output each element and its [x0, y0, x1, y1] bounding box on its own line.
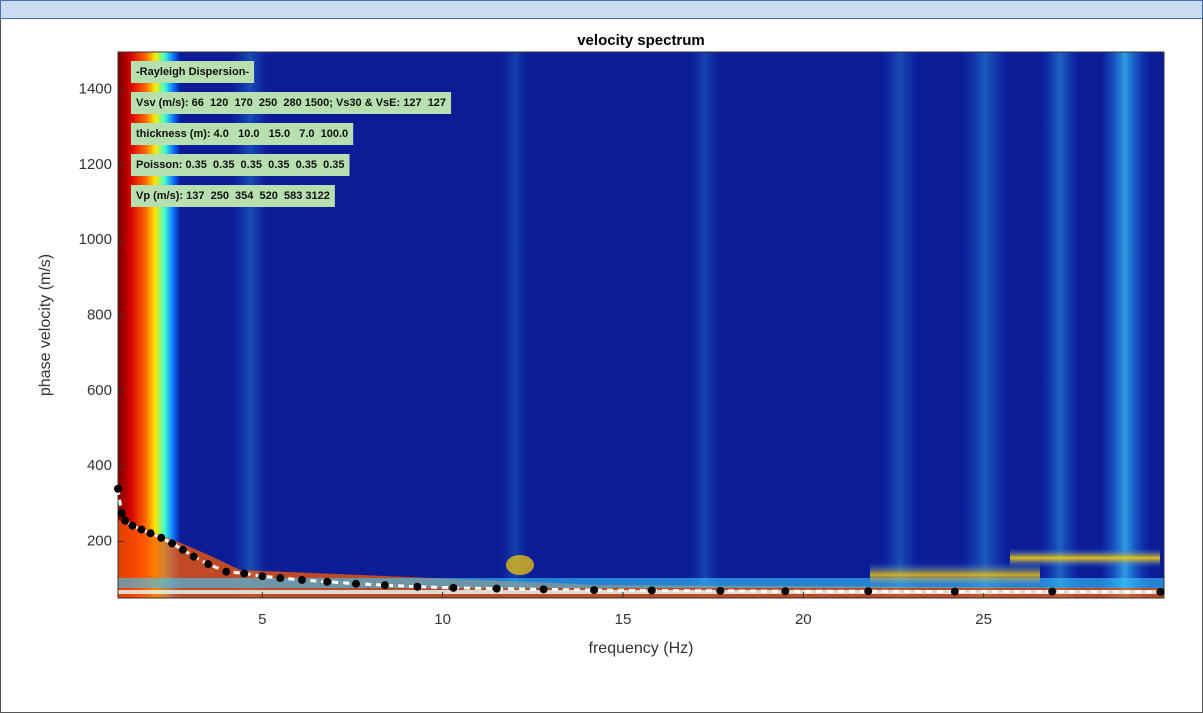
- annotation: Vp (m/s): 137 250 354 520 583 3122: [136, 190, 330, 202]
- annotation: Vsv (m/s): 66 120 170 250 280 1500; Vs30…: [136, 97, 446, 109]
- x-tick-label: 5: [258, 611, 266, 628]
- data-point: [864, 587, 873, 596]
- y-tick-label: 400: [87, 457, 112, 474]
- data-point: [137, 525, 146, 534]
- annotation: -Rayleigh Dispersion-: [136, 66, 249, 78]
- y-tick-label: 800: [87, 307, 112, 324]
- y-tick-label: 600: [87, 382, 112, 399]
- data-point: [1048, 587, 1057, 596]
- annotation: Poisson: 0.35 0.35 0.35 0.35 0.35 0.35: [136, 159, 345, 171]
- x-tick-label: 25: [975, 611, 992, 628]
- data-point: [449, 583, 458, 592]
- data-point: [716, 586, 725, 595]
- data-point: [146, 529, 155, 538]
- data-point: [168, 539, 177, 548]
- data-point: [240, 569, 249, 578]
- data-point: [352, 579, 361, 588]
- data-point: [204, 560, 213, 569]
- data-point: [117, 509, 126, 518]
- data-point: [492, 584, 501, 593]
- data-point: [178, 545, 187, 554]
- data-point: [380, 581, 389, 590]
- annotation-box: [131, 92, 452, 114]
- data-point: [157, 533, 166, 542]
- annotation: thickness (m): 4.0 10.0 15.0 7.0 100.0: [136, 128, 348, 140]
- data-point: [413, 582, 422, 591]
- data-point: [189, 552, 198, 561]
- annotation-box: [131, 61, 255, 83]
- data-point: [1156, 587, 1165, 596]
- data-point: [276, 574, 285, 583]
- x-axis-label: frequency (Hz): [589, 640, 694, 657]
- data-point: [114, 484, 122, 493]
- y-tick-label: 1000: [79, 231, 112, 248]
- data-point: [121, 516, 130, 525]
- data-point: [950, 587, 959, 596]
- data-point: [781, 587, 790, 596]
- data-point: [647, 586, 656, 595]
- y-tick-label: 1200: [79, 156, 112, 173]
- plot-border: [117, 51, 1165, 599]
- top-bar: [0, 0, 1203, 19]
- annotation-box: [131, 185, 335, 207]
- annotation-box: [131, 123, 354, 145]
- data-point: [258, 572, 267, 581]
- data-point: [323, 577, 332, 586]
- y-tick-label: 200: [87, 532, 112, 549]
- y-tick-label: 1400: [79, 81, 112, 98]
- x-tick-label: 15: [615, 611, 632, 628]
- y-axis-label: phase velocity (m/s): [37, 254, 54, 396]
- x-tick-label: 10: [434, 611, 451, 628]
- data-point: [590, 586, 599, 595]
- data-point: [297, 575, 306, 584]
- data-point: [539, 585, 548, 594]
- annotation-box: [131, 154, 350, 176]
- data-point: [128, 521, 137, 530]
- x-tick-label: 20: [795, 611, 812, 628]
- data-point: [222, 567, 231, 576]
- chart-title: velocity spectrum: [577, 32, 705, 49]
